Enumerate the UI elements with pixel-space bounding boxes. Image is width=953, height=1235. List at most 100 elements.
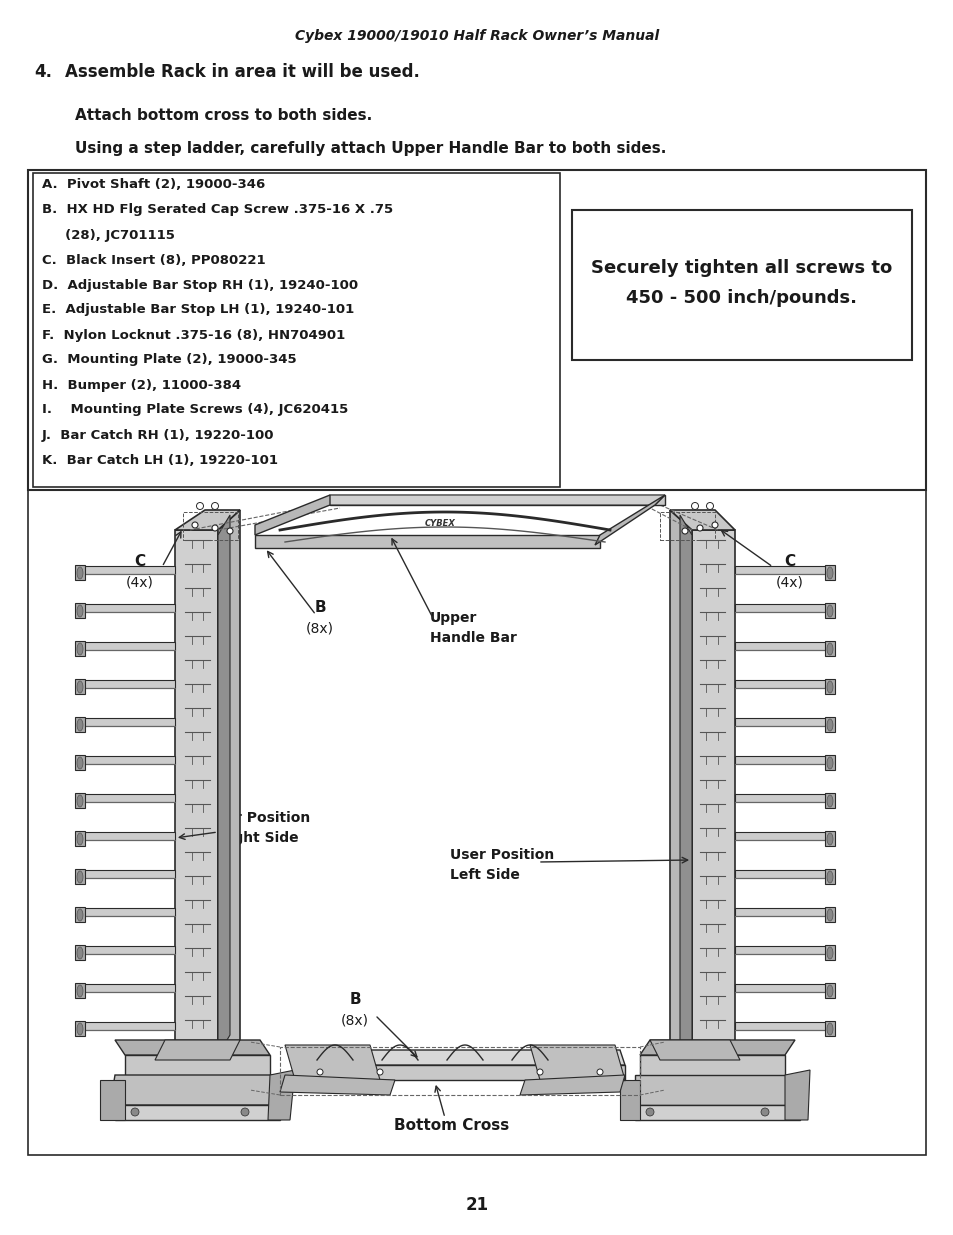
Ellipse shape: [826, 871, 832, 883]
Text: (4x): (4x): [126, 576, 153, 589]
Polygon shape: [75, 945, 85, 960]
Ellipse shape: [77, 871, 83, 883]
Polygon shape: [80, 1023, 174, 1030]
Polygon shape: [280, 1074, 395, 1095]
Polygon shape: [80, 566, 174, 574]
Circle shape: [597, 1070, 602, 1074]
Text: C: C: [783, 555, 795, 569]
Bar: [572, 210, 911, 359]
Polygon shape: [174, 510, 240, 530]
Polygon shape: [254, 535, 599, 548]
Polygon shape: [80, 908, 174, 916]
Bar: [659, 513, 714, 540]
Polygon shape: [218, 510, 240, 1062]
Circle shape: [192, 522, 198, 529]
Polygon shape: [80, 604, 174, 613]
Circle shape: [760, 1108, 768, 1116]
Polygon shape: [669, 510, 734, 530]
Circle shape: [227, 529, 233, 534]
Circle shape: [645, 1108, 654, 1116]
Ellipse shape: [77, 947, 83, 960]
Bar: [28, 170, 925, 490]
Circle shape: [697, 525, 702, 531]
Text: A.  Pivot Shaft (2), 19000-346: A. Pivot Shaft (2), 19000-346: [42, 179, 265, 191]
Text: (4x): (4x): [775, 576, 803, 589]
Polygon shape: [75, 679, 85, 694]
Polygon shape: [530, 1045, 624, 1079]
Polygon shape: [635, 1074, 800, 1105]
Ellipse shape: [77, 567, 83, 579]
Ellipse shape: [826, 643, 832, 655]
Circle shape: [241, 1108, 249, 1116]
Polygon shape: [824, 1021, 834, 1036]
Polygon shape: [80, 984, 174, 992]
Polygon shape: [75, 793, 85, 808]
Text: User Position: User Position: [450, 848, 554, 862]
Ellipse shape: [826, 719, 832, 731]
Text: K.  Bar Catch LH (1), 19220-101: K. Bar Catch LH (1), 19220-101: [42, 453, 277, 467]
Polygon shape: [824, 564, 834, 580]
Polygon shape: [125, 1055, 270, 1079]
Circle shape: [131, 1108, 139, 1116]
Polygon shape: [80, 680, 174, 688]
Polygon shape: [734, 946, 829, 953]
Text: E.  Adjustable Bar Stop LH (1), 19240-101: E. Adjustable Bar Stop LH (1), 19240-101: [42, 304, 354, 316]
Polygon shape: [268, 1070, 294, 1120]
Circle shape: [376, 1070, 382, 1074]
Circle shape: [706, 503, 713, 510]
Ellipse shape: [826, 795, 832, 806]
Polygon shape: [824, 869, 834, 884]
Polygon shape: [619, 1079, 639, 1120]
Text: I.    Mounting Plate Screws (4), JC620415: I. Mounting Plate Screws (4), JC620415: [42, 404, 348, 416]
Polygon shape: [330, 495, 664, 505]
Polygon shape: [824, 603, 834, 618]
Polygon shape: [80, 642, 174, 650]
Polygon shape: [75, 983, 85, 998]
Polygon shape: [734, 680, 829, 688]
Text: C: C: [134, 555, 146, 569]
Ellipse shape: [77, 643, 83, 655]
Text: Securely tighten all screws to: Securely tighten all screws to: [591, 259, 892, 277]
Text: J.  Bar Catch RH (1), 19220-100: J. Bar Catch RH (1), 19220-100: [42, 429, 274, 441]
Text: Left Side: Left Side: [450, 868, 519, 882]
Polygon shape: [691, 530, 734, 1062]
Polygon shape: [75, 755, 85, 769]
Ellipse shape: [77, 909, 83, 921]
Polygon shape: [154, 1040, 240, 1060]
Ellipse shape: [826, 986, 832, 997]
Polygon shape: [824, 945, 834, 960]
Text: Assemble Rack in area it will be used.: Assemble Rack in area it will be used.: [65, 63, 419, 82]
Ellipse shape: [77, 795, 83, 806]
Polygon shape: [110, 1074, 280, 1105]
Polygon shape: [734, 642, 829, 650]
Text: Using a step ladder, carefully attach Upper Handle Bar to both sides.: Using a step ladder, carefully attach Up…: [75, 141, 666, 156]
Polygon shape: [75, 641, 85, 656]
Polygon shape: [290, 1050, 624, 1065]
Polygon shape: [80, 756, 174, 764]
Polygon shape: [679, 515, 691, 1055]
Text: (8x): (8x): [340, 1013, 369, 1028]
Polygon shape: [824, 793, 834, 808]
Polygon shape: [80, 946, 174, 953]
Polygon shape: [595, 495, 664, 545]
Text: 21: 21: [465, 1195, 488, 1214]
Text: Upper: Upper: [430, 611, 476, 625]
Polygon shape: [80, 832, 174, 840]
Text: B: B: [314, 600, 326, 615]
Polygon shape: [519, 1074, 624, 1095]
Polygon shape: [734, 794, 829, 802]
Polygon shape: [734, 984, 829, 992]
Polygon shape: [734, 718, 829, 726]
Text: Cybex 19000/19010 Half Rack Owner’s Manual: Cybex 19000/19010 Half Rack Owner’s Manu…: [294, 28, 659, 43]
Polygon shape: [75, 869, 85, 884]
Ellipse shape: [77, 757, 83, 769]
Polygon shape: [639, 1040, 794, 1055]
Ellipse shape: [826, 567, 832, 579]
Polygon shape: [734, 908, 829, 916]
Ellipse shape: [77, 605, 83, 618]
Text: C.  Black Insert (8), PP080221: C. Black Insert (8), PP080221: [42, 253, 265, 267]
Circle shape: [212, 525, 218, 531]
Text: CYBEX: CYBEX: [424, 519, 455, 527]
Polygon shape: [75, 906, 85, 923]
Polygon shape: [75, 831, 85, 846]
